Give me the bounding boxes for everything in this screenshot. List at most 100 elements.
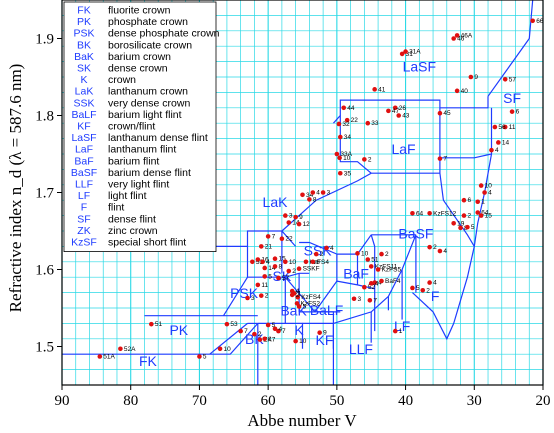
glass-point: [368, 264, 374, 269]
glass-point-label: 7: [443, 156, 447, 163]
glass-point-label: 5: [272, 322, 276, 329]
glass-point-label: 4: [279, 326, 283, 333]
x-tick-label: 60: [261, 393, 276, 409]
glass-point-label: 15: [485, 213, 493, 220]
glass-point-label: 41: [378, 86, 386, 93]
region-label: KF: [316, 332, 334, 348]
glass-point: [252, 331, 257, 337]
glass-point-label: 7: [272, 233, 276, 240]
legend-desc: barium light flint: [108, 109, 182, 121]
glass-point-label: 2: [320, 251, 324, 258]
legend-desc: crown: [108, 74, 136, 86]
glass-point-label: 14: [268, 265, 276, 272]
x-tick-label: 50: [329, 393, 344, 409]
glass-point: [365, 120, 371, 126]
glass-point: [272, 264, 278, 269]
glass-point: [410, 285, 415, 291]
legend-desc: very dense crown: [108, 97, 190, 109]
glass-point-label: 3: [251, 295, 255, 302]
glass-point-label: 5: [303, 303, 307, 310]
glass-point-label: 64: [481, 210, 489, 217]
legend-abbr: KF: [77, 121, 90, 133]
glass-point: [496, 140, 501, 145]
glass-point-label: 7: [282, 328, 286, 335]
glass-point-label: 4: [316, 190, 320, 197]
glass-point-label: 10: [224, 346, 232, 353]
glass-point-label: 2: [258, 331, 262, 338]
glass-point: [286, 220, 292, 225]
glass-point: [258, 244, 264, 249]
glass-point: [502, 124, 508, 130]
glass-point: [262, 265, 268, 271]
glass-point: [265, 234, 271, 239]
glass-point-label: 14: [502, 139, 510, 146]
glass-point-label: 14: [292, 220, 300, 227]
legend-abbr: FK: [77, 5, 90, 17]
glass-point: [334, 151, 340, 157]
region-boundary: [281, 157, 441, 232]
glass-point: [300, 192, 305, 198]
glass-point: [475, 210, 481, 215]
glass-point-label: 2: [426, 287, 430, 294]
glass-point-label: 46A: [461, 32, 473, 39]
region-boundary: [473, 153, 493, 247]
glass-point: [276, 328, 281, 334]
glass-point-label: 10: [289, 259, 297, 266]
glass-point: [276, 275, 281, 281]
glass-point: [307, 197, 312, 202]
x-tick-label: 90: [55, 393, 70, 409]
glass-point-label: 33A: [340, 151, 352, 158]
glass-point: [372, 280, 377, 285]
glass-point: [313, 251, 319, 257]
glass-point: [258, 293, 264, 298]
glass-point-label: 56: [498, 124, 506, 131]
glass-point-label: KzFS2: [301, 300, 321, 307]
glass-point-label: 5: [203, 354, 207, 361]
legend-abbr: BaLF: [71, 109, 96, 121]
glass-point: [296, 266, 302, 272]
glass-point-label: 2: [292, 268, 296, 275]
legend-desc: flint: [108, 202, 124, 214]
region-label: LaSF: [403, 59, 436, 75]
glass-point-label: 64: [416, 210, 424, 217]
glass-point: [295, 294, 300, 300]
glass-point: [420, 287, 426, 293]
region-label: LaF: [391, 141, 415, 157]
glass-point: [482, 190, 487, 195]
axis-ticks: 90 80 70 60 50 40 30 20 1.5 1.6 1.7 1.8 1.9: [35, 32, 550, 410]
glass-point-label: KzFS4: [301, 294, 321, 301]
glass-point-label: 15: [279, 256, 287, 263]
glass-point-label: 26: [399, 105, 407, 112]
glass-point: [478, 183, 484, 188]
legend-abbr: BaF: [74, 155, 93, 167]
region-label: LaK: [263, 194, 289, 210]
glass-point: [437, 248, 443, 254]
glass-point-label: 51A: [103, 354, 115, 361]
glass-point-label: 22: [285, 236, 293, 243]
glass-point-label: 32: [342, 121, 350, 128]
legend-desc: zinc crown: [108, 225, 158, 237]
glass-point-label: 4: [330, 245, 334, 252]
legend-abbr: PSK: [73, 28, 94, 40]
glass-point: [509, 109, 515, 114]
legend-abbr: LaK: [75, 86, 94, 98]
legend-abbr: K: [80, 74, 87, 86]
glass-point: [296, 304, 302, 309]
glass-point-label: 4: [375, 280, 379, 287]
legend-abbr: SK: [77, 63, 91, 75]
glass-point-label: 3: [289, 213, 293, 220]
region-label: SSK: [304, 243, 333, 259]
glass-point-label: KzFS11: [375, 263, 398, 270]
glass-point-label: 1: [268, 336, 272, 343]
glass-point: [427, 210, 432, 216]
legend-desc: fluorite crown: [108, 5, 171, 17]
region-boundary: [62, 323, 259, 355]
glass-point-label: 3: [358, 296, 362, 303]
glass-point: [492, 124, 498, 130]
glass-point: [310, 190, 316, 195]
legend-desc: lanthanum crown: [108, 86, 188, 98]
glass-point: [478, 213, 484, 218]
glass-point: [454, 88, 460, 94]
glass-point: [224, 321, 230, 327]
